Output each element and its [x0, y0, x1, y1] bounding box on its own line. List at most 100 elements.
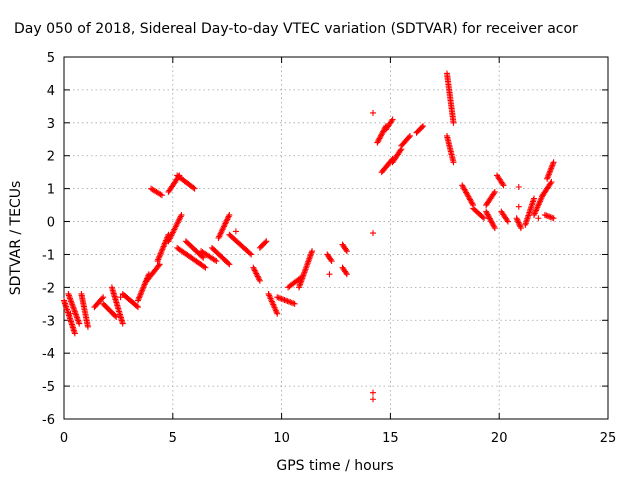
data-point: [232, 228, 239, 235]
data-point: [327, 256, 334, 263]
data-point: [67, 310, 74, 317]
data-point: [222, 220, 229, 227]
data-point: [213, 258, 220, 265]
y-axis-ticks: -6 -5 -4 -3 -2 -1 0 1 2 3 4 5: [42, 51, 608, 428]
data-point: [211, 257, 218, 264]
data-point: [480, 215, 487, 222]
data-point: [112, 312, 119, 319]
data-point: [369, 230, 376, 237]
data-point: [222, 219, 229, 226]
data-point: [217, 230, 224, 237]
data-point: [225, 260, 232, 267]
data-point: [450, 119, 457, 126]
data-point: [548, 179, 555, 186]
data-point: [531, 195, 538, 202]
data-point: [84, 323, 91, 330]
y-tick-label: -5: [42, 380, 55, 395]
y-tick-label: 0: [47, 216, 55, 231]
data-point: [504, 218, 511, 225]
data-point: [388, 117, 395, 124]
data-point: [100, 294, 107, 301]
data-point: [71, 330, 78, 337]
y-tick-label: 3: [47, 117, 55, 132]
chart-title: Day 050 of 2018, Sidereal Day-to-day VTE…: [14, 21, 578, 37]
data-point: [517, 225, 524, 232]
x-tick-label: 5: [169, 431, 177, 446]
data-point: [220, 224, 227, 231]
data-point: [309, 248, 316, 255]
data-point: [225, 214, 232, 221]
data-point: [550, 159, 557, 166]
data-point: [397, 147, 404, 154]
plot-frame: [63, 56, 609, 420]
data-point: [248, 251, 255, 258]
data-point: [500, 182, 507, 189]
data-point: [514, 216, 521, 223]
data-point: [119, 320, 126, 327]
data-point: [223, 217, 230, 224]
data-point: [133, 303, 140, 310]
data-point: [343, 269, 350, 276]
data-point: [516, 220, 523, 227]
data-points: [61, 70, 557, 403]
data-point: [479, 214, 486, 221]
y-tick-label: -3: [42, 314, 55, 329]
data-point: [201, 263, 208, 270]
data-point: [157, 191, 164, 198]
data-point: [76, 320, 83, 327]
data-point: [117, 294, 124, 301]
data-point: [515, 219, 522, 226]
y-tick-label: 4: [47, 84, 55, 99]
data-point: [221, 222, 228, 229]
data-point: [491, 223, 498, 230]
data-point: [326, 271, 333, 278]
x-tick-label: 15: [382, 431, 399, 446]
data-point: [515, 203, 522, 210]
data-point: [343, 248, 350, 255]
data-point: [547, 180, 554, 187]
data-point: [490, 190, 497, 197]
data-point: [535, 215, 542, 222]
x-tick-label: 25: [600, 431, 617, 446]
x-tick-label: 10: [273, 431, 290, 446]
data-point: [256, 277, 263, 284]
y-tick-label: -1: [42, 248, 55, 263]
data-point: [218, 229, 225, 236]
data-point: [516, 222, 523, 229]
data-point: [491, 225, 498, 232]
data-point: [218, 227, 225, 234]
data-point: [343, 246, 350, 253]
data-point: [246, 250, 253, 257]
data-point: [215, 235, 222, 241]
data-point: [450, 159, 457, 166]
data-point: [503, 217, 510, 224]
y-tick-label: -4: [42, 347, 55, 362]
data-point: [262, 239, 269, 246]
x-axis-ticks: 0 5 10 15 20 25: [60, 57, 616, 446]
y-axis-label: SDTVAR / TECUs: [8, 181, 24, 296]
data-point: [517, 223, 524, 230]
data-point: [158, 192, 165, 199]
data-point: [216, 232, 223, 239]
x-axis-label: GPS time / hours: [276, 458, 393, 474]
data-point: [200, 254, 207, 261]
x-tick-label: 20: [491, 431, 508, 446]
data-point: [202, 264, 209, 271]
data-point: [178, 211, 185, 218]
data-point: [469, 200, 476, 207]
data-point: [219, 226, 226, 233]
data-point: [550, 215, 557, 222]
data-point: [405, 134, 412, 141]
data-point: [491, 188, 498, 195]
data-point: [389, 116, 396, 123]
y-tick-label: -6: [42, 413, 55, 428]
data-point: [225, 213, 232, 220]
data-point: [155, 262, 162, 269]
grid-lines: [64, 57, 608, 419]
data-point: [343, 271, 350, 278]
data-point: [191, 185, 198, 192]
y-tick-label: 1: [47, 183, 55, 198]
data-point: [515, 183, 522, 190]
data-point: [369, 109, 376, 116]
